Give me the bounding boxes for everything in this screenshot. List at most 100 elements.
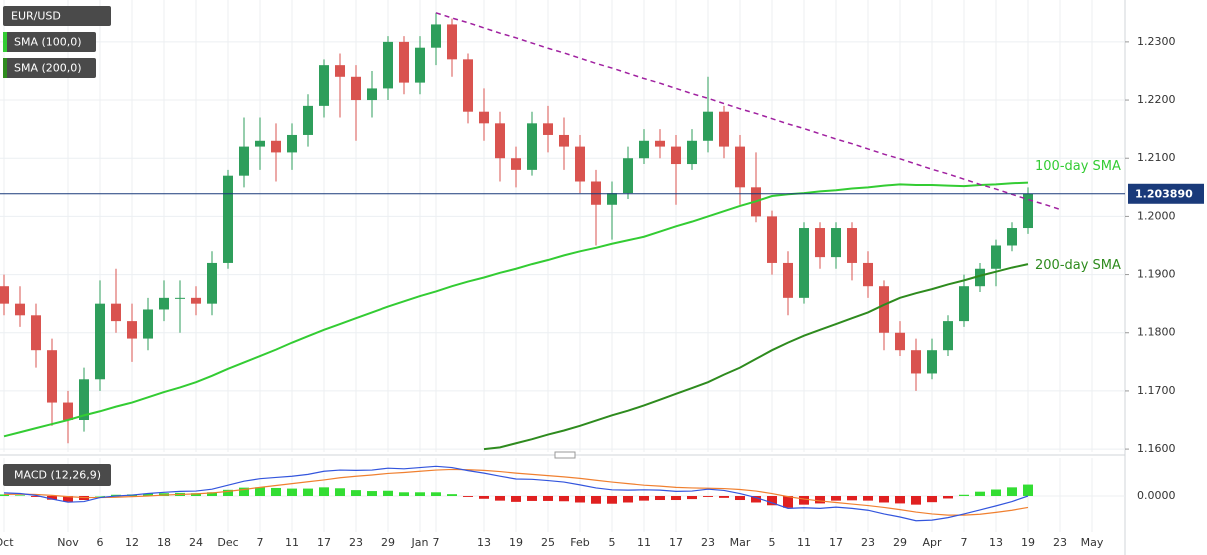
candle-body [383,41,393,89]
candle-body [783,262,793,298]
candle-body [239,146,249,176]
candle-body [111,303,121,322]
candle-body [639,140,649,159]
legend-box [3,32,96,52]
macd-hist [431,492,441,496]
signal-line [3,468,1029,516]
candle-body [47,350,57,403]
candle-body [607,193,617,205]
x-tick-label: 23 [1053,536,1067,549]
macd-hist [559,496,569,502]
x-tick-label: Nov [57,536,79,549]
macd-hist [367,491,377,496]
candle-body [463,59,473,112]
x-tick-label: 7 [257,536,264,549]
candle-body [367,88,377,101]
x-tick-label: 17 [317,536,331,549]
candle-body [0,286,9,304]
candle-body [767,216,777,263]
x-tick-label: 17 [669,536,683,549]
macd-hist [31,496,41,497]
candle-body [1023,193,1033,229]
candle-body [719,111,729,147]
x-tick-label: 17 [829,536,843,549]
macd-hist [623,496,633,503]
candle-body [559,134,569,147]
macd-hist [879,496,889,503]
macd-hist [719,496,729,498]
annotation: 100-day SMA [1035,159,1121,174]
macd-hist [191,493,201,496]
candle-body [207,262,217,304]
macd-hist [735,496,745,501]
macd-hist [1023,484,1033,496]
macd-hist [847,496,857,501]
sma-line [3,181,1029,438]
macd-hist [703,496,713,497]
macd-hist [223,489,233,496]
candle-body [895,332,905,351]
x-tick-label: 11 [637,536,651,549]
macd-hist [815,496,825,504]
candle-body [175,297,185,299]
candle-body [911,350,921,374]
candle-body [671,146,681,165]
legend-label: SMA (200,0) [14,62,82,75]
macd-hist [591,496,601,504]
candle-body [143,309,153,339]
x-tick-label: 13 [989,536,1003,549]
candle-body [959,286,969,322]
macd-hist [751,496,761,503]
candle-body [319,65,329,106]
macd-hist [399,492,409,496]
candle-body [863,262,873,287]
macd-hist [687,496,697,500]
candle-body [591,181,601,205]
x-tick-label: 23 [701,536,715,549]
x-tick-label: 11 [797,536,811,549]
legend-swatch [3,58,7,78]
y-tick-label: 1.2100 [1137,151,1176,164]
x-tick-label: 7 [961,536,968,549]
sma-line [483,263,1029,451]
x-tick-label: 23 [861,536,875,549]
price-label: 1.203890 [1135,187,1193,200]
y-tick-label: 1.2000 [1137,209,1176,222]
candle-body [431,24,441,48]
x-tick-label: Oct [0,536,14,549]
macd-hist [927,496,937,503]
x-tick-label: 24 [189,536,203,549]
y-tick-label: 1.1700 [1137,384,1176,397]
macd-hist [991,489,1001,496]
macd-hist [655,496,665,501]
candle-body [335,65,345,77]
candle-body [79,379,89,421]
y-tick-label: 1.2200 [1137,93,1176,106]
macd-hist [15,495,25,496]
macd-hist [495,496,505,501]
macd-hist [0,494,9,496]
x-tick-label: 13 [477,536,491,549]
candle-body [623,158,633,194]
macd-hist [415,492,425,496]
macd-hist [95,496,105,497]
macd-hist [271,487,281,496]
pane-handle[interactable] [554,451,576,459]
candle-body [479,111,489,124]
x-tick-label: Dec [217,536,238,549]
candle-body [255,140,265,147]
candle-body [687,140,697,165]
x-tick-label: 11 [285,536,299,549]
x-tick-label: 19 [1021,536,1035,549]
price-tag [1128,183,1204,204]
macd-hist [607,496,617,504]
x-tick-label: 12 [125,536,139,549]
macd-hist [319,487,329,496]
candle-body [351,76,361,101]
x-tick-label: 5 [769,536,776,549]
macd-hist [63,496,73,502]
macd-hist [511,496,521,502]
